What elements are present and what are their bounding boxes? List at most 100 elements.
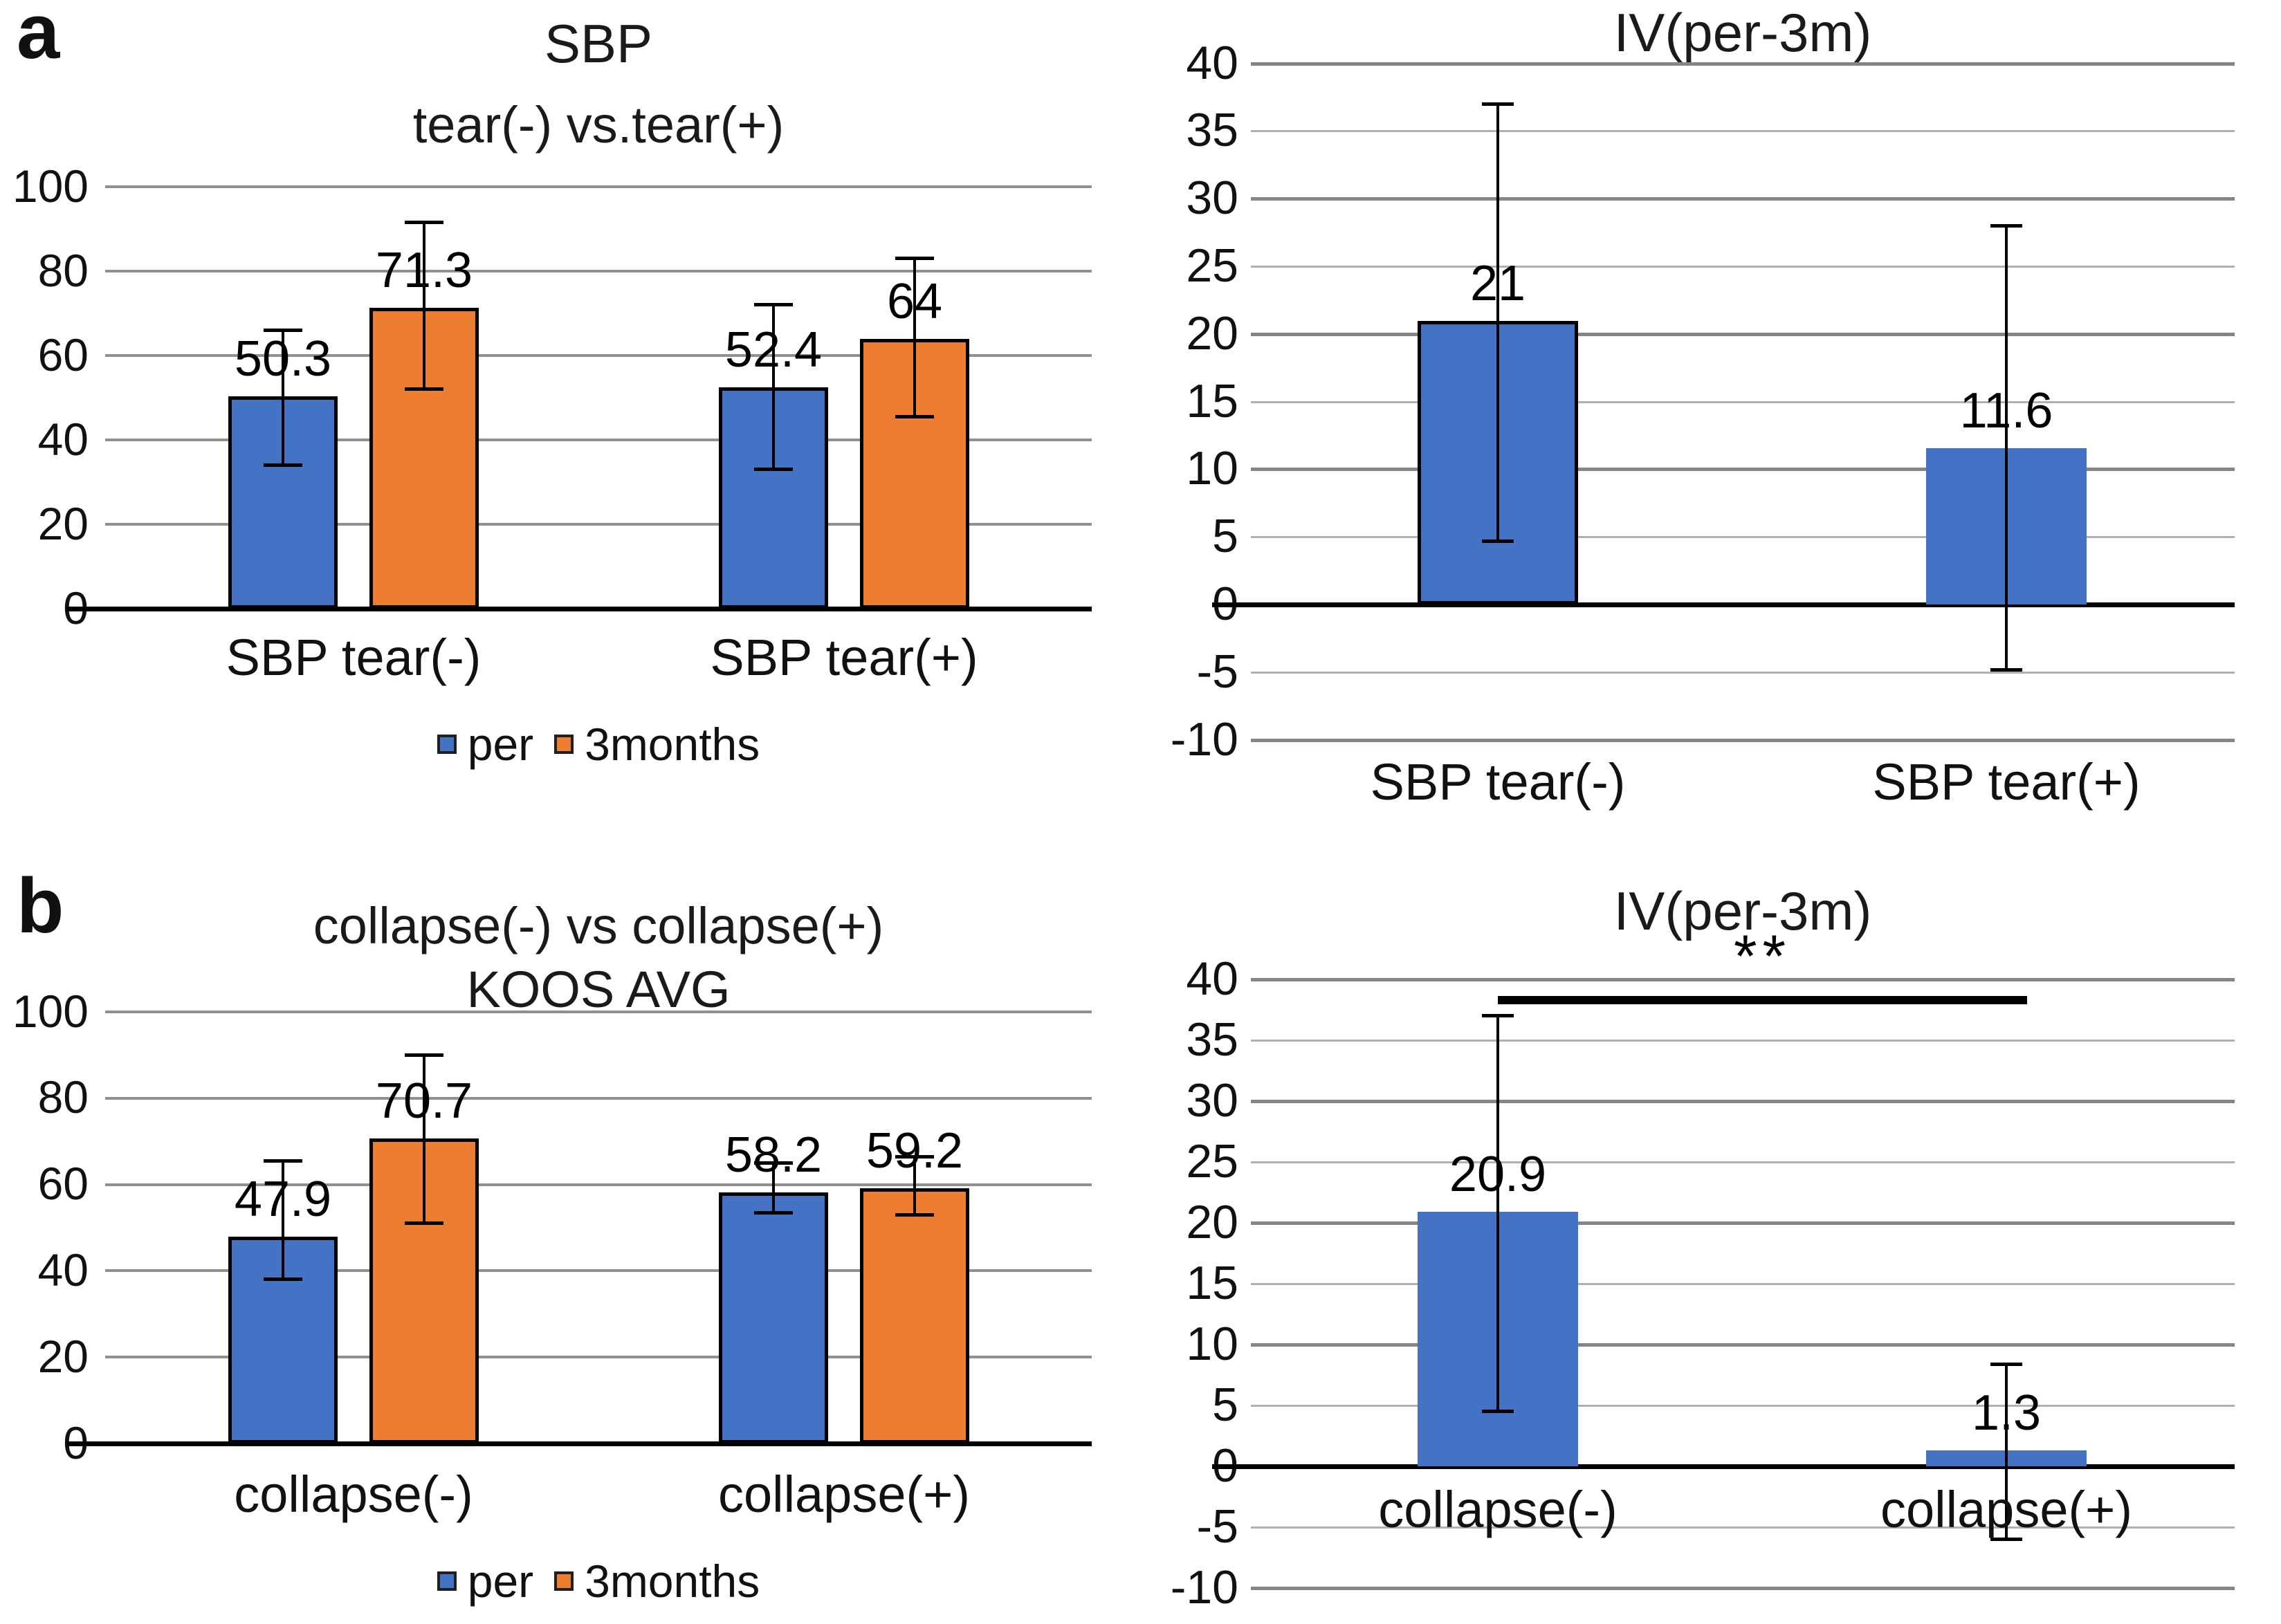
significance-line	[1498, 995, 2027, 1004]
y-tick-30: 30	[1186, 1073, 1238, 1127]
y-tick-40: 40	[37, 413, 89, 465]
chart-iv-per-3m-tear: IV(per-3m)-10-505101520253035402111.6SBP…	[1142, 0, 2281, 812]
y-tick-5: 5	[1212, 510, 1238, 563]
error-bar-line	[282, 330, 284, 465]
error-bar-line	[2005, 225, 2008, 670]
chart-title: IV(per-3m)	[1613, 2, 1872, 63]
y-tick-15: 15	[1186, 374, 1238, 427]
x-axis-line	[66, 1441, 1092, 1446]
y-tick-10: 10	[1186, 442, 1238, 495]
legend-label-per: per	[467, 1556, 534, 1607]
error-bar-cap-top	[264, 1159, 302, 1163]
y-tick-5: 5	[1212, 1378, 1238, 1431]
chart-iv-per-3m-collapse: IV(per-3m)-10-5051015202530354020.91.3co…	[1142, 812, 2281, 1624]
y-tick-15: 15	[1186, 1256, 1238, 1309]
x-axis-line	[1212, 602, 2235, 607]
y-tick-60: 60	[37, 1158, 89, 1210]
gridline-100	[105, 1011, 1092, 1013]
gridline--10	[1251, 1586, 2235, 1590]
gridline-80	[105, 270, 1092, 273]
y-tick--5: -5	[1196, 645, 1238, 698]
legend-item-3months: 3months	[554, 721, 760, 767]
error-bar-cap-bottom	[754, 468, 793, 472]
error-bar-line	[282, 1161, 284, 1280]
error-bar-cap-top	[264, 328, 302, 332]
gridline-60	[105, 1183, 1092, 1186]
x-axis-line	[1212, 1464, 2235, 1469]
y-tick-25: 25	[1186, 1134, 1238, 1188]
y-tick-60: 60	[37, 329, 89, 380]
category-label-collapse(+): collapse(+)	[1880, 1481, 2132, 1538]
gridline--10	[1251, 738, 2235, 742]
gridline-20	[105, 1356, 1092, 1359]
error-bar-line	[423, 1055, 425, 1224]
y-tick-20: 20	[37, 497, 89, 549]
y-tick-40: 40	[37, 1244, 89, 1296]
error-bar-cap-bottom	[1482, 539, 1514, 543]
gridline-20	[105, 523, 1092, 526]
gridline-25	[1251, 1161, 2235, 1163]
chart-subtitle: tear(-) vs.tear(+)	[412, 96, 785, 154]
bar-value-label: 1.3	[1971, 1385, 2042, 1441]
panel-b-label: b	[17, 862, 64, 949]
bar-value-label: 58.2	[724, 1127, 823, 1183]
bar-per-collapse(+)	[719, 1192, 828, 1443]
gridline--5	[1251, 671, 2235, 674]
gridline-15	[1251, 1282, 2235, 1285]
legend: per 3months	[105, 719, 1092, 769]
panel-a-label: a	[17, 0, 60, 75]
y-tick-40: 40	[1186, 952, 1238, 1005]
bar-value-label: 47.9	[234, 1172, 332, 1228]
y-tick-10: 10	[1186, 1317, 1238, 1370]
gridline-35	[1251, 1039, 2235, 1042]
category-label-SBP tear(-): SBP tear(-)	[226, 629, 482, 686]
gridline-60	[105, 354, 1092, 357]
error-bar-line	[1496, 104, 1499, 542]
chart-subtitle: KOOS AVG	[466, 961, 731, 1018]
error-bar-cap-top	[1990, 224, 2022, 228]
significance-stars: **	[1734, 923, 1791, 990]
gridline-20	[1251, 332, 2235, 336]
y-tick-80: 80	[37, 244, 89, 296]
error-bar-cap-top	[1482, 102, 1514, 107]
bar-value-label: 71.3	[375, 243, 473, 299]
gridline-40	[1251, 62, 2235, 66]
y-tick-35: 35	[1186, 1013, 1238, 1066]
y-tick-20: 20	[37, 1330, 89, 1382]
error-bar-cap-top	[1482, 1014, 1514, 1018]
legend-item-per: per	[437, 721, 533, 767]
y-tick-100: 100	[12, 160, 89, 212]
error-bar-line	[913, 258, 916, 417]
gridline-5	[1251, 536, 2235, 539]
legend-swatch-per	[437, 1571, 457, 1591]
error-bar-cap-top	[754, 1161, 793, 1165]
y-tick-0: 0	[1031, 580, 1238, 627]
legend: per 3months	[105, 1556, 1092, 1606]
category-label-SBP tear(-): SBP tear(-)	[1370, 753, 1626, 811]
gridline-35	[1251, 130, 2235, 133]
legend-swatch-per	[437, 735, 457, 754]
error-bar-cap-bottom	[754, 1210, 793, 1215]
bar-3months-collapse(+)	[860, 1188, 969, 1443]
gridline-40	[105, 1269, 1092, 1273]
gridline-10	[1251, 468, 2235, 472]
y-tick-20: 20	[1186, 1195, 1238, 1248]
gridline-30	[1251, 1099, 2235, 1103]
y-tick-40: 40	[1186, 36, 1238, 89]
y-tick-0: 0	[1031, 1442, 1238, 1489]
error-bar-cap-bottom	[1990, 667, 2022, 672]
category-label-SBP tear(+): SBP tear(+)	[1872, 753, 2141, 811]
chart-title: collapse(-) vs collapse(+)	[313, 897, 884, 954]
bar-value-label: 64	[886, 273, 943, 329]
legend-item-3months: 3months	[554, 1558, 760, 1604]
x-axis-line	[66, 606, 1092, 611]
category-label-collapse(-): collapse(-)	[1378, 1481, 1618, 1538]
error-bar-cap-bottom	[895, 414, 934, 418]
error-bar-line	[1496, 1015, 1499, 1412]
category-label-collapse(+): collapse(+)	[717, 1466, 970, 1523]
y-tick-20: 20	[1186, 306, 1238, 360]
chart-title: IV(per-3m)	[1613, 880, 1872, 941]
bar-value-label: 11.6	[1959, 382, 2053, 439]
gridline-10	[1251, 1342, 2235, 1347]
